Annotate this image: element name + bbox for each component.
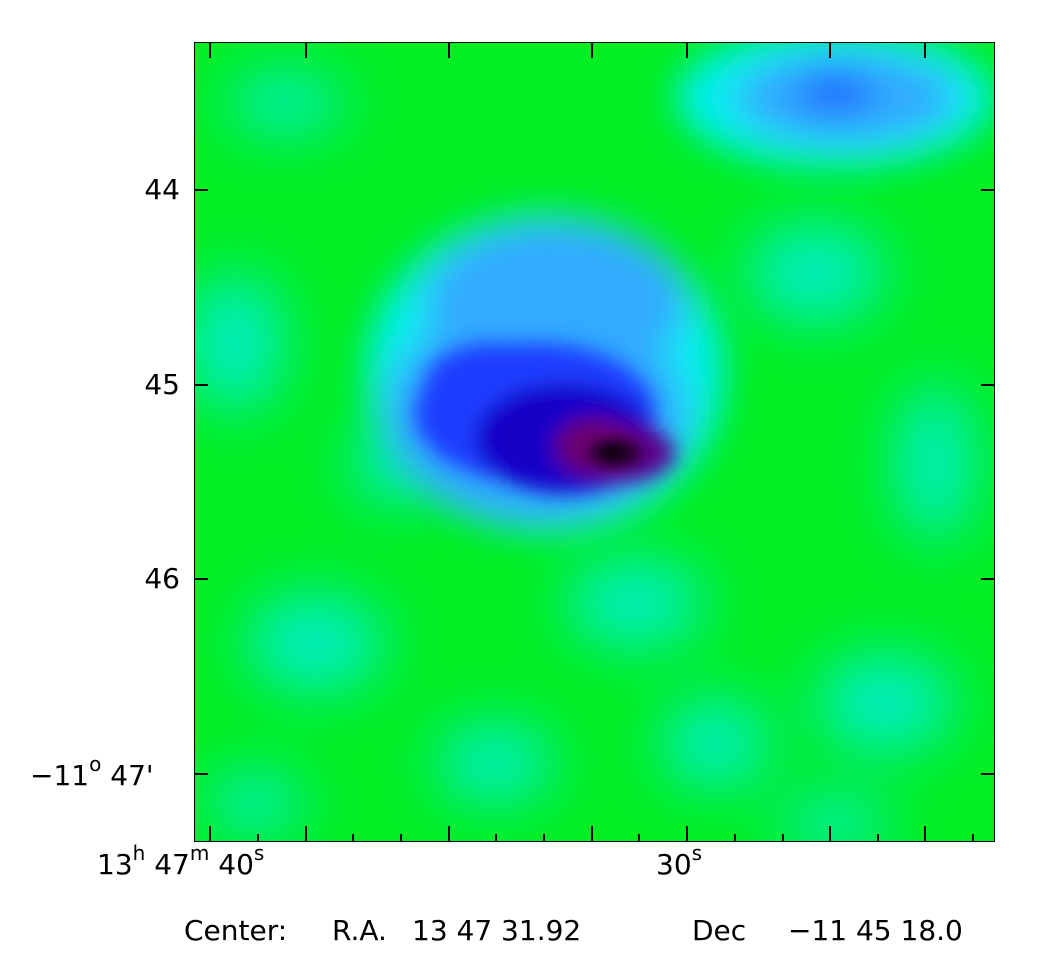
dec-label: Dec bbox=[692, 914, 747, 947]
x-tick-major bbox=[829, 826, 831, 842]
x-tick-minor bbox=[352, 834, 354, 842]
x-tick-major-top bbox=[686, 42, 688, 58]
dec-value: −11 45 18.0 bbox=[788, 914, 963, 947]
x-tick-minor bbox=[734, 834, 736, 842]
cyan-mottling bbox=[195, 73, 975, 841]
y-label-44: 44 bbox=[144, 173, 180, 206]
x-tick-major-top bbox=[829, 42, 831, 58]
x-tick-major bbox=[686, 826, 688, 842]
y-tick-47-left bbox=[194, 773, 208, 775]
x-label-left: 13h 47m 40s bbox=[97, 841, 265, 881]
top-right-cloud bbox=[675, 43, 994, 168]
ra-label: R.A. bbox=[332, 914, 387, 947]
y-label-46: 46 bbox=[144, 562, 180, 595]
peak bbox=[589, 439, 641, 467]
x-tick-major bbox=[924, 826, 926, 842]
y-tick-46-right bbox=[981, 578, 995, 580]
x-tick-minor bbox=[638, 834, 640, 842]
y-label-45: 45 bbox=[144, 368, 180, 401]
x-tick-major bbox=[305, 826, 307, 842]
x-tick-major bbox=[209, 826, 211, 842]
y-tick-46-left bbox=[194, 578, 208, 580]
x-tick-minor bbox=[782, 834, 784, 842]
x-tick-major-top bbox=[924, 42, 926, 58]
intensity-map bbox=[195, 43, 994, 841]
sky-image bbox=[194, 42, 995, 842]
y-tick-45-right bbox=[981, 384, 995, 386]
y-tick-45-left bbox=[194, 384, 208, 386]
x-tick-major-top bbox=[448, 42, 450, 58]
x-tick-major-top bbox=[305, 42, 307, 58]
x-tick-minor bbox=[972, 834, 974, 842]
x-tick-minor bbox=[877, 834, 879, 842]
y-tick-44-left bbox=[194, 189, 208, 191]
x-tick-minor bbox=[400, 834, 402, 842]
center-label: Center: bbox=[184, 914, 288, 947]
x-tick-minor bbox=[543, 834, 545, 842]
x-tick-major bbox=[448, 826, 450, 842]
x-tick-major-top bbox=[591, 42, 593, 58]
x-tick-minor bbox=[495, 834, 497, 842]
y-tick-47-right bbox=[981, 773, 995, 775]
y-tick-44-right bbox=[981, 189, 995, 191]
ra-value: 13 47 31.92 bbox=[412, 914, 582, 947]
x-label-30s: 30s bbox=[656, 841, 703, 881]
x-tick-major bbox=[591, 826, 593, 842]
y-label-bottom: −11o 47' bbox=[30, 752, 154, 792]
x-tick-minor bbox=[257, 834, 259, 842]
x-tick-major-top bbox=[209, 42, 211, 58]
